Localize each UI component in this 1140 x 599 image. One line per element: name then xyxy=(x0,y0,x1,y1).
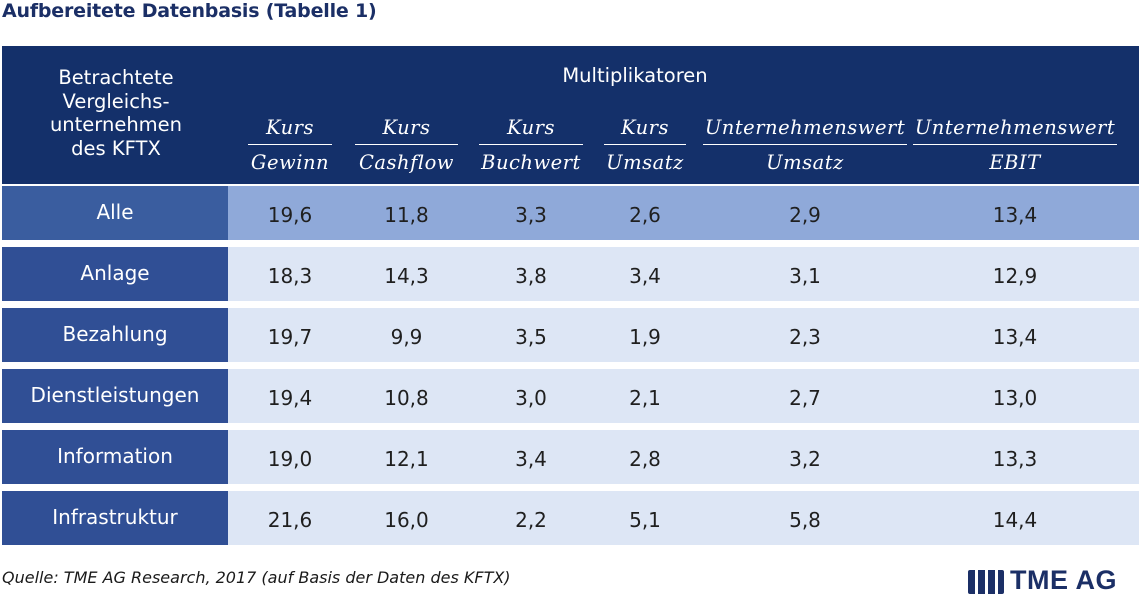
column-header-kurs-buchwert: Kurs Buchwert xyxy=(479,116,583,177)
table-cell: 14,3 xyxy=(384,264,429,288)
table-cell: 2,8 xyxy=(629,447,661,471)
table-row-infrastruktur: Infrastruktur 21,6 16,0 2,2 5,1 5,8 14,4 xyxy=(2,491,1139,545)
fraction-bar xyxy=(248,144,332,145)
tme-logo: TME AG xyxy=(966,565,1138,599)
column-header-denominator: Gewinn xyxy=(250,151,330,174)
table-cell: 5,1 xyxy=(629,508,661,532)
table-cell: 3,4 xyxy=(515,447,547,471)
column-header-numerator: Unternehmenswert xyxy=(704,116,906,139)
column-header-uw-ebit: Unternehmenswert EBIT xyxy=(913,116,1117,177)
table-cell: 9,9 xyxy=(390,325,423,349)
table-cell: 3,5 xyxy=(515,325,547,349)
table-cell: 19,4 xyxy=(267,386,313,410)
group-header-multiplikatoren: Multiplikatoren xyxy=(562,64,708,87)
page-title: Aufbereitete Datenbasis (Tabelle 1) xyxy=(2,0,377,22)
table-cell: 21,6 xyxy=(267,508,313,532)
column-header-numerator: Kurs xyxy=(265,116,315,139)
row-header-label: Betrachtete Vergleichs- unternehmen des … xyxy=(2,66,230,160)
table-cell: 19,7 xyxy=(267,325,313,349)
column-header-numerator: Kurs xyxy=(506,116,556,139)
column-header-uw-umsatz: Unternehmenswert Umsatz xyxy=(703,116,907,177)
row-cells: 19,4 10,8 3,0 2,1 2,7 13,0 xyxy=(228,369,1139,423)
table-cell: 1,9 xyxy=(629,325,661,349)
table-cell: 18,3 xyxy=(267,264,313,288)
table-header: Betrachtete Vergleichs- unternehmen des … xyxy=(2,46,1139,184)
row-header-line: Betrachtete xyxy=(58,66,174,89)
table-row-information: Information 19,0 12,1 3,4 2,8 3,2 13,3 xyxy=(2,430,1139,484)
table-cell: 16,0 xyxy=(384,508,429,532)
row-cells: 19,6 11,8 3,3 2,6 2,9 13,4 xyxy=(228,186,1139,240)
column-header-numerator: Kurs xyxy=(382,116,431,139)
table-cell: 10,8 xyxy=(384,386,429,410)
column-header-kurs-gewinn: Kurs Gewinn xyxy=(248,116,332,177)
fraction-bar xyxy=(604,144,686,145)
fraction-bar xyxy=(355,144,458,145)
fraction-bar xyxy=(913,144,1117,145)
table-cell: 11,8 xyxy=(384,203,429,227)
table-row-alle: Alle 19,6 11,8 3,3 2,6 2,9 13,4 xyxy=(2,186,1139,240)
table-cell: 3,2 xyxy=(789,447,821,471)
column-header-denominator: Umsatz xyxy=(606,151,684,174)
row-header-line: unternehmen xyxy=(49,113,183,136)
row-cells: 19,7 9,9 3,5 1,9 2,3 13,4 xyxy=(228,308,1139,362)
row-label: Bezahlung xyxy=(2,308,228,362)
table-cell: 3,8 xyxy=(515,264,547,288)
fraction-bar xyxy=(479,144,583,145)
row-header-line: Vergleichs- xyxy=(62,89,170,113)
table-cell: 13,3 xyxy=(992,447,1038,471)
row-cells: 18,3 14,3 3,8 3,4 3,1 12,9 xyxy=(228,247,1139,301)
row-label: Dienstleistungen xyxy=(2,369,228,423)
table-cell: 2,1 xyxy=(629,386,661,410)
table-cell: 13,4 xyxy=(992,203,1038,227)
table-row-dienstleistungen: Dienstleistungen 19,4 10,8 3,0 2,1 2,7 1… xyxy=(2,369,1139,423)
row-cells: 21,6 16,0 2,2 5,1 5,8 14,4 xyxy=(228,491,1139,545)
fraction-bar xyxy=(703,144,907,145)
table-row-anlage: Anlage 18,3 14,3 3,8 3,4 3,1 12,9 xyxy=(2,247,1139,301)
table-row-bezahlung: Bezahlung 19,7 9,9 3,5 1,9 2,3 13,4 xyxy=(2,308,1139,362)
column-header-denominator: EBIT xyxy=(989,151,1041,174)
column-header-kurs-umsatz: Kurs Umsatz xyxy=(604,116,686,177)
table-cell: 19,0 xyxy=(267,447,313,471)
table-cell: 14,4 xyxy=(992,508,1038,532)
row-header-line: des KFTX xyxy=(71,136,161,160)
table-cell: 13,0 xyxy=(992,386,1038,410)
table-cell: 3,3 xyxy=(515,203,547,227)
column-header-denominator: Umsatz xyxy=(766,151,844,174)
table-cell: 19,6 xyxy=(267,203,313,227)
multiples-table: Betrachtete Vergleichs- unternehmen des … xyxy=(2,46,1139,547)
column-header-numerator: Unternehmenswert xyxy=(914,116,1116,139)
tme-logo-icon xyxy=(968,570,1004,594)
source-note: Quelle: TME AG Research, 2017 (auf Basis… xyxy=(2,568,511,587)
table-cell: 3,0 xyxy=(515,386,547,410)
table-cell: 2,2 xyxy=(515,508,547,532)
table-cell: 13,4 xyxy=(992,325,1038,349)
table-cell: 12,9 xyxy=(992,264,1038,288)
table-cell: 5,8 xyxy=(789,508,821,532)
table-cell: 2,9 xyxy=(789,203,821,227)
table-cell: 3,4 xyxy=(629,264,661,288)
row-cells: 19,0 12,1 3,4 2,8 3,2 13,3 xyxy=(228,430,1139,484)
column-header-kurs-cashflow: Kurs Cashflow xyxy=(355,116,458,177)
table-cell: 2,6 xyxy=(629,203,661,227)
column-header-numerator: Kurs xyxy=(620,116,670,139)
table-cell: 2,3 xyxy=(789,325,821,349)
column-header-denominator: Cashflow xyxy=(359,151,454,174)
table-cell: 2,7 xyxy=(789,386,821,410)
logo-text: TME AG xyxy=(1010,565,1117,595)
row-label: Information xyxy=(2,430,228,484)
row-label: Alle xyxy=(2,186,228,240)
table-cell: 3,1 xyxy=(789,264,821,288)
row-label: Infrastruktur xyxy=(2,491,228,545)
column-header-denominator: Buchwert xyxy=(481,151,581,174)
row-label: Anlage xyxy=(2,247,228,301)
table-cell: 12,1 xyxy=(384,447,429,471)
